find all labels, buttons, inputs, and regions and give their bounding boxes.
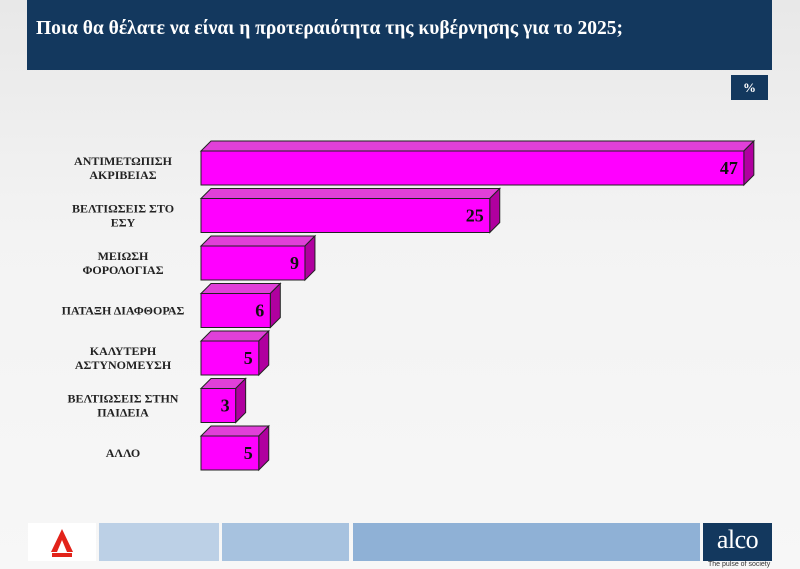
bar-top-face xyxy=(199,235,317,247)
data-label: 3 xyxy=(221,396,230,416)
bar-group: 5 ΑΛΛΟ xyxy=(106,424,270,472)
bar-group: 3 ΒΕΛΤΙΩΣΕΙΣ ΣΤΗΝ ΠΑΙΔΕΙΑ xyxy=(68,377,247,424)
category-label-line: ΠΑΙΔΕΙΑ xyxy=(97,406,149,420)
bar-group: 9 ΜΕΙΩΣΗ ΦΟΡΟΛΟΓΙΑΣ xyxy=(82,234,317,282)
category-label-line: ΑΚΡΙΒΕΙΑΣ xyxy=(89,168,156,182)
category-label: ΑΛΛΟ xyxy=(106,446,141,460)
bar-group: 47 ΑΝΤΙΜΕΤΩΠΙΣΗ ΑΚΡΙΒΕΙΑΣ xyxy=(74,139,756,187)
category-label: ΒΕΛΤΙΩΣΕΙΣ ΣΤΗΝ ΠΑΙΔΕΙΑ xyxy=(68,392,179,420)
bar-group: 6 ΠΑΤΑΞΗ ΔΙΑΦΘΟΡΑΣ xyxy=(62,282,282,329)
data-label: 47 xyxy=(720,158,738,178)
bar xyxy=(200,198,491,233)
footer-strip-3 xyxy=(353,523,700,561)
bar xyxy=(200,150,745,186)
alco-logo: alco xyxy=(703,523,772,561)
data-label: 5 xyxy=(244,348,253,368)
alpha-news-logo xyxy=(28,523,96,561)
category-label-line: ΕΣΥ xyxy=(111,216,136,230)
bar xyxy=(200,388,237,423)
bar xyxy=(200,340,260,376)
category-label: ΚΑΛΥΤΕΡΗ ΑΣΤΥΝΟΜΕΥΣΗ xyxy=(75,344,172,372)
bar xyxy=(200,435,260,471)
alpha-logo-icon xyxy=(51,529,73,557)
bar xyxy=(200,293,271,328)
category-label-line: ΑΝΤΙΜΕΤΩΠΙΣΗ xyxy=(74,154,173,168)
data-label: 9 xyxy=(290,253,299,273)
bar-top-face xyxy=(199,330,270,342)
category-label-line: ΒΕΛΤΙΩΣΕΙΣ ΣΤΟ xyxy=(72,202,174,216)
data-label: 5 xyxy=(244,443,253,463)
category-label: ΒΕΛΤΙΩΣΕΙΣ ΣΤΟ ΕΣΥ xyxy=(72,202,174,230)
unit-badge: % xyxy=(731,75,768,100)
category-label: ΠΑΤΑΞΗ ΔΙΑΦΘΟΡΑΣ xyxy=(62,304,185,318)
bar-top-face xyxy=(199,140,756,152)
category-label-line: ΑΣΤΥΝΟΜΕΥΣΗ xyxy=(75,358,172,372)
data-label: 6 xyxy=(255,301,264,321)
bar-top-face xyxy=(199,188,501,199)
footer-strip-2 xyxy=(222,523,349,561)
category-label-line: ΒΕΛΤΙΩΣΕΙΣ ΣΤΗΝ xyxy=(68,392,179,406)
category-label: ΑΝΤΙΜΕΤΩΠΙΣΗ ΑΚΡΙΒΕΙΑΣ xyxy=(74,154,173,182)
alco-tagline: The pulse of society xyxy=(708,561,771,568)
bar-group: 5 ΚΑΛΥΤΕΡΗ ΑΣΤΥΝΟΜΕΥΣΗ xyxy=(75,329,270,377)
bar-top-face xyxy=(199,283,282,294)
data-label: 25 xyxy=(466,206,484,226)
category-label: ΜΕΙΩΣΗ ΦΟΡΟΛΟΓΙΑΣ xyxy=(82,249,163,277)
category-label-line: ΠΑΤΑΞΗ ΔΙΑΦΘΟΡΑΣ xyxy=(62,304,185,318)
alco-brand-text: alco xyxy=(716,525,759,554)
category-label-line: ΦΟΡΟΛΟΓΙΑΣ xyxy=(82,263,163,277)
category-label-line: ΚΑΛΥΤΕΡΗ xyxy=(90,344,157,358)
bar-top-face xyxy=(199,425,270,437)
title-banner: Ποια θα θέλατε να είναι η προτεραιότητα … xyxy=(27,0,772,70)
bar-group: 25 ΒΕΛΤΙΩΣΕΙΣ ΣΤΟ ΕΣΥ xyxy=(72,187,501,234)
category-label-line: ΜΕΙΩΣΗ xyxy=(98,249,149,263)
chart-title: Ποια θα θέλατε να είναι η προτεραιότητα … xyxy=(36,18,623,39)
bar xyxy=(200,245,306,281)
footer-strip-1 xyxy=(99,523,219,561)
category-label-line: ΑΛΛΟ xyxy=(106,446,141,460)
